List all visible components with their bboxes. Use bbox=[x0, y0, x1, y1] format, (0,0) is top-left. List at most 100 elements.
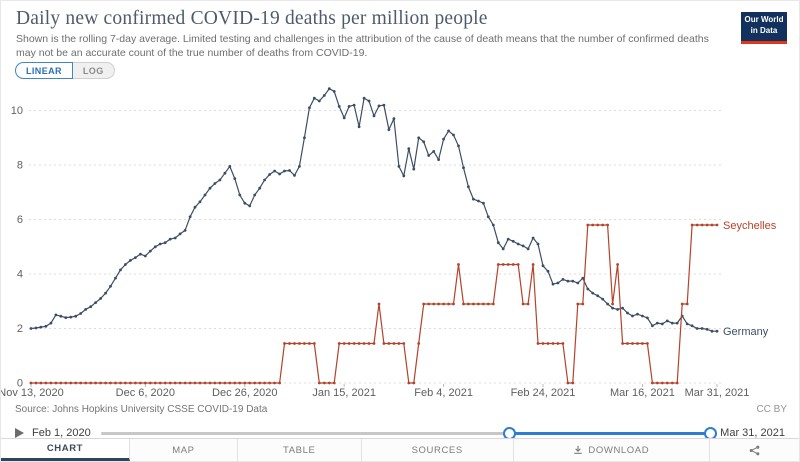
line-chart-canvas[interactable]: 0 2 4 6 8 10 Nov 13, 2020 Dec 6, 2020 Dec 26, 20… bbox=[1, 85, 800, 401]
play-icon[interactable] bbox=[15, 428, 24, 438]
data-point-marker bbox=[521, 302, 525, 306]
y-tick-label: 4 bbox=[17, 269, 23, 281]
data-point-marker bbox=[114, 381, 117, 385]
data-point-marker bbox=[283, 342, 286, 345]
tab-sources[interactable]: SOURCES bbox=[362, 439, 514, 461]
data-point-marker bbox=[566, 381, 570, 385]
data-point-marker bbox=[486, 302, 490, 306]
data-point-marker bbox=[233, 381, 237, 385]
data-point-marker bbox=[541, 264, 545, 268]
data-point-marker bbox=[467, 185, 470, 189]
data-point-marker bbox=[278, 381, 281, 385]
tab-table[interactable]: TABLE bbox=[238, 439, 362, 461]
owid-logo[interactable]: Our World in Data bbox=[741, 12, 787, 44]
timeline-end-label: Mar 31, 2021 bbox=[720, 427, 785, 439]
data-point-marker bbox=[139, 252, 142, 256]
data-point-marker bbox=[377, 302, 381, 306]
data-point-marker bbox=[178, 232, 182, 236]
data-point-marker bbox=[695, 223, 699, 227]
data-point-marker bbox=[248, 381, 252, 385]
license-link[interactable]: CC BY bbox=[756, 404, 787, 415]
data-point-marker bbox=[447, 302, 450, 306]
data-point-marker bbox=[457, 263, 460, 266]
data-point-marker bbox=[690, 223, 694, 227]
data-point-marker bbox=[278, 172, 281, 176]
series-line bbox=[31, 224, 717, 384]
data-point-marker bbox=[99, 381, 102, 385]
data-point-marker bbox=[641, 342, 644, 345]
data-point-marker bbox=[367, 99, 371, 103]
tab-download[interactable]: DOWNLOAD bbox=[514, 439, 710, 461]
data-point-marker bbox=[477, 199, 480, 203]
data-point-marker bbox=[506, 263, 510, 266]
data-point-marker bbox=[452, 302, 455, 306]
data-point-marker bbox=[685, 322, 689, 326]
data-point-marker bbox=[536, 242, 540, 246]
data-point-marker bbox=[417, 342, 421, 345]
data-point-marker bbox=[601, 297, 605, 301]
x-tick-label: Mar 16, 2021 bbox=[610, 387, 675, 399]
series-germany[interactable]: Germany bbox=[29, 87, 769, 338]
tab-chart-label: CHART bbox=[46, 443, 84, 454]
data-point-marker bbox=[49, 381, 53, 385]
data-point-marker bbox=[491, 223, 495, 227]
data-point-marker bbox=[715, 223, 719, 227]
data-point-marker bbox=[94, 381, 97, 385]
data-point-marker bbox=[288, 169, 291, 172]
data-point-marker bbox=[188, 381, 192, 385]
data-point-marker bbox=[124, 263, 127, 266]
data-point-marker bbox=[655, 381, 659, 385]
data-point-marker bbox=[198, 381, 202, 385]
data-point-marker bbox=[238, 193, 242, 197]
data-point-marker bbox=[675, 381, 679, 385]
data-point-marker bbox=[427, 154, 431, 157]
data-point-marker bbox=[337, 105, 341, 108]
data-point-marker bbox=[44, 381, 48, 385]
data-point-marker bbox=[337, 342, 341, 345]
data-point-marker bbox=[188, 215, 192, 219]
tab-map-label: MAP bbox=[172, 444, 195, 456]
data-point-marker bbox=[34, 326, 38, 330]
data-point-marker bbox=[327, 87, 331, 91]
data-point-marker bbox=[263, 381, 266, 385]
linear-scale-button[interactable]: LINEAR bbox=[15, 62, 73, 79]
data-point-marker bbox=[551, 282, 555, 286]
x-tick-label: Feb 4, 2021 bbox=[414, 387, 473, 399]
data-point-marker bbox=[357, 342, 361, 345]
data-point-marker bbox=[556, 342, 560, 345]
x-tick-label: Mar 31, 2021 bbox=[685, 387, 750, 399]
data-point-marker bbox=[94, 301, 97, 304]
source-link[interactable]: Source: Johns Hopkins University CSSE CO… bbox=[15, 404, 268, 415]
tab-map[interactable]: MAP bbox=[130, 439, 238, 461]
tab-chart[interactable]: CHART bbox=[1, 439, 130, 461]
data-point-marker bbox=[263, 178, 266, 182]
data-point-marker bbox=[412, 381, 416, 385]
data-point-marker bbox=[34, 381, 38, 385]
timeline-selected-range[interactable] bbox=[509, 431, 711, 435]
data-point-marker bbox=[372, 114, 376, 118]
data-point-marker bbox=[243, 381, 247, 385]
tab-share[interactable] bbox=[710, 439, 799, 461]
chart-subtitle: Shown is the rolling 7-day average. Limi… bbox=[16, 33, 709, 59]
data-point-marker bbox=[213, 182, 217, 185]
log-scale-button[interactable]: LOG bbox=[72, 62, 115, 79]
data-point-marker bbox=[442, 137, 445, 141]
data-point-marker bbox=[611, 302, 614, 306]
data-point-marker bbox=[64, 316, 68, 319]
data-point-marker bbox=[69, 315, 73, 319]
data-point-marker bbox=[367, 342, 371, 345]
timeline-track-base[interactable] bbox=[100, 431, 711, 435]
data-point-marker bbox=[39, 325, 43, 329]
scale-toggle: LINEAR LOG bbox=[15, 62, 115, 79]
data-point-marker bbox=[342, 116, 346, 120]
data-point-marker bbox=[134, 381, 137, 385]
data-point-marker bbox=[482, 201, 485, 205]
data-point-marker bbox=[536, 342, 540, 345]
data-point-marker bbox=[591, 223, 595, 227]
tab-bar: CHART MAP TABLE SOURCES DOWNLOAD bbox=[1, 438, 799, 461]
series-seychelles[interactable]: Seychelles bbox=[29, 220, 777, 385]
data-point-marker bbox=[377, 104, 381, 108]
data-point-marker bbox=[89, 305, 93, 309]
data-point-marker bbox=[129, 259, 132, 262]
timeline-track[interactable] bbox=[100, 425, 717, 441]
